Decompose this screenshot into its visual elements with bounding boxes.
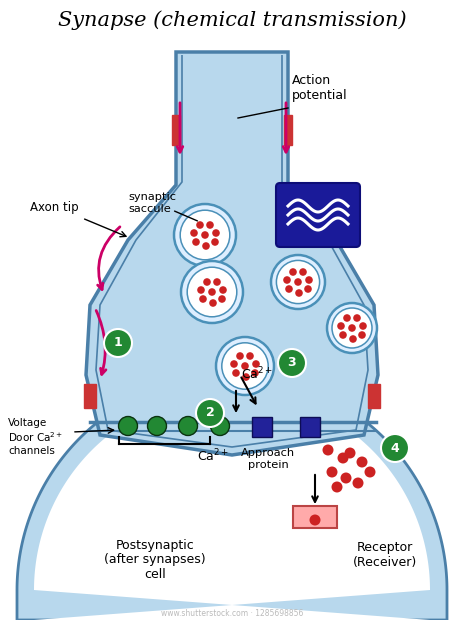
Circle shape bbox=[349, 335, 356, 343]
Bar bbox=[283, 115, 291, 145]
Circle shape bbox=[181, 261, 243, 323]
Text: Postsynaptic
(after synapses)
cell: Postsynaptic (after synapses) cell bbox=[104, 539, 206, 582]
Circle shape bbox=[270, 255, 324, 309]
Polygon shape bbox=[34, 392, 429, 620]
Circle shape bbox=[104, 329, 131, 357]
Circle shape bbox=[192, 238, 200, 246]
Circle shape bbox=[380, 434, 408, 462]
Bar bbox=[251, 417, 271, 437]
Circle shape bbox=[364, 466, 375, 477]
Circle shape bbox=[197, 286, 204, 294]
Text: Synapse (chemical transmission): Synapse (chemical transmission) bbox=[57, 10, 406, 30]
Circle shape bbox=[210, 417, 229, 435]
Bar bbox=[172, 115, 180, 145]
Text: 2: 2 bbox=[205, 407, 214, 420]
Bar bbox=[367, 384, 379, 408]
Circle shape bbox=[322, 445, 333, 456]
Circle shape bbox=[211, 238, 219, 246]
Polygon shape bbox=[86, 52, 377, 455]
Circle shape bbox=[213, 278, 220, 286]
Circle shape bbox=[358, 322, 366, 330]
Circle shape bbox=[203, 278, 210, 286]
Circle shape bbox=[242, 373, 249, 381]
Text: Ca$^{2+}$: Ca$^{2+}$ bbox=[240, 365, 273, 382]
Text: Axon tip: Axon tip bbox=[30, 202, 78, 215]
FancyBboxPatch shape bbox=[275, 183, 359, 247]
Circle shape bbox=[357, 331, 365, 339]
Circle shape bbox=[338, 331, 346, 339]
Circle shape bbox=[236, 352, 243, 360]
Circle shape bbox=[241, 362, 248, 370]
Circle shape bbox=[118, 417, 137, 435]
Circle shape bbox=[230, 360, 238, 368]
Circle shape bbox=[195, 399, 224, 427]
Text: Receptor
(Receiver): Receptor (Receiver) bbox=[352, 541, 416, 569]
Circle shape bbox=[209, 299, 216, 307]
Circle shape bbox=[352, 314, 360, 322]
Circle shape bbox=[276, 260, 319, 304]
Circle shape bbox=[196, 221, 203, 229]
Circle shape bbox=[326, 466, 337, 477]
Circle shape bbox=[347, 324, 355, 332]
Circle shape bbox=[208, 288, 215, 296]
Circle shape bbox=[180, 210, 229, 260]
Circle shape bbox=[187, 267, 236, 317]
Circle shape bbox=[294, 289, 302, 297]
Circle shape bbox=[340, 472, 351, 484]
Circle shape bbox=[216, 337, 274, 395]
Circle shape bbox=[232, 369, 239, 377]
Text: synaptic
saccule: synaptic saccule bbox=[128, 192, 175, 214]
Circle shape bbox=[337, 453, 348, 464]
Circle shape bbox=[202, 242, 209, 250]
Bar bbox=[84, 384, 96, 408]
Circle shape bbox=[147, 417, 166, 435]
Circle shape bbox=[250, 369, 258, 377]
Text: Ca$^{2+}$: Ca$^{2+}$ bbox=[196, 448, 229, 464]
Text: 4: 4 bbox=[390, 441, 399, 454]
Text: www.shutterstock.com · 1285698856: www.shutterstock.com · 1285698856 bbox=[161, 609, 302, 619]
Bar bbox=[300, 417, 319, 437]
Circle shape bbox=[305, 276, 312, 284]
Circle shape bbox=[219, 286, 226, 294]
Circle shape bbox=[337, 322, 344, 330]
Text: 1: 1 bbox=[113, 337, 122, 350]
Circle shape bbox=[332, 308, 371, 348]
Circle shape bbox=[288, 268, 296, 276]
Circle shape bbox=[246, 352, 253, 360]
Text: Action
potential: Action potential bbox=[291, 74, 347, 102]
Circle shape bbox=[221, 343, 268, 389]
Circle shape bbox=[326, 303, 376, 353]
Circle shape bbox=[343, 314, 350, 322]
Circle shape bbox=[352, 477, 363, 489]
Text: Voltage
Door Ca$^{2+}$
channels: Voltage Door Ca$^{2+}$ channels bbox=[8, 418, 63, 456]
Circle shape bbox=[199, 295, 206, 303]
Circle shape bbox=[285, 285, 292, 293]
Circle shape bbox=[331, 482, 342, 492]
Circle shape bbox=[309, 515, 320, 526]
Circle shape bbox=[282, 276, 290, 284]
Circle shape bbox=[344, 448, 355, 459]
Circle shape bbox=[174, 204, 236, 266]
Circle shape bbox=[294, 278, 301, 286]
Polygon shape bbox=[17, 375, 446, 620]
Circle shape bbox=[304, 285, 311, 293]
Circle shape bbox=[252, 360, 259, 368]
Text: Approach
protein: Approach protein bbox=[240, 448, 294, 469]
Circle shape bbox=[356, 456, 367, 467]
Circle shape bbox=[218, 295, 225, 303]
Circle shape bbox=[277, 349, 305, 377]
Circle shape bbox=[212, 229, 219, 237]
Circle shape bbox=[178, 417, 197, 435]
Text: 3: 3 bbox=[287, 356, 296, 370]
Circle shape bbox=[190, 229, 197, 237]
Circle shape bbox=[201, 231, 208, 239]
Bar bbox=[292, 506, 336, 528]
Circle shape bbox=[299, 268, 306, 276]
Circle shape bbox=[206, 221, 213, 229]
